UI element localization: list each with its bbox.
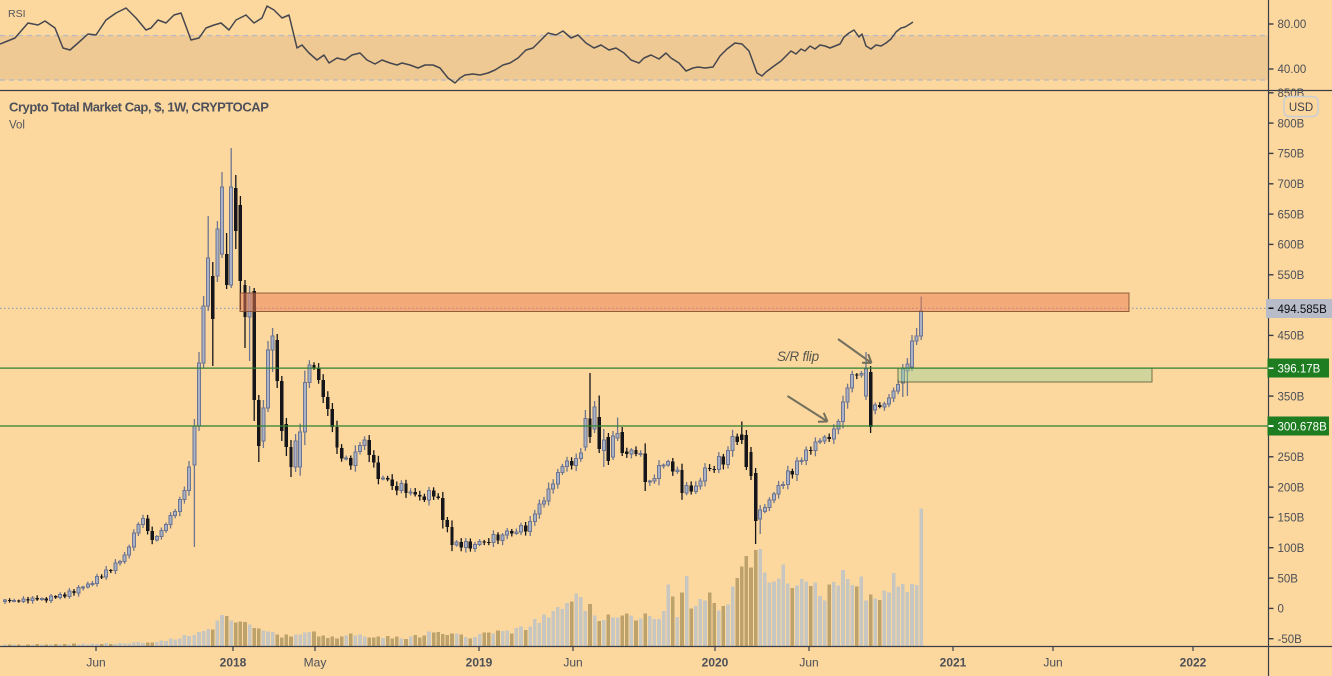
svg-text:2018: 2018: [220, 656, 247, 670]
svg-text:450B: 450B: [1278, 331, 1305, 343]
svg-text:2021: 2021: [940, 656, 967, 670]
svg-text:Jun: Jun: [1043, 656, 1062, 670]
svg-text:Crypto Total Market Cap, $, 1W: Crypto Total Market Cap, $, 1W, CRYPTOCA…: [9, 100, 269, 115]
svg-text:80.00: 80.00: [1278, 19, 1307, 31]
svg-text:Jun: Jun: [86, 656, 105, 670]
svg-text:S/R flip: S/R flip: [777, 349, 820, 364]
svg-text:2020: 2020: [702, 656, 729, 670]
svg-text:700B: 700B: [1278, 179, 1305, 191]
svg-text:200B: 200B: [1278, 482, 1305, 494]
svg-text:50B: 50B: [1278, 573, 1299, 585]
svg-text:396.17B: 396.17B: [1278, 364, 1321, 376]
svg-text:150B: 150B: [1278, 513, 1305, 525]
svg-text:250B: 250B: [1278, 452, 1305, 464]
svg-text:650B: 650B: [1278, 209, 1305, 221]
svg-text:800B: 800B: [1278, 118, 1305, 130]
svg-text:Vol: Vol: [9, 120, 25, 132]
svg-text:350B: 350B: [1278, 391, 1305, 403]
svg-text:550B: 550B: [1278, 270, 1305, 282]
svg-text:300.678B: 300.678B: [1278, 422, 1328, 434]
svg-text:-50B: -50B: [1278, 634, 1303, 646]
svg-text:2022: 2022: [1180, 656, 1207, 670]
svg-text:2019: 2019: [466, 656, 493, 670]
svg-text:USD: USD: [1289, 102, 1313, 114]
svg-text:40.00: 40.00: [1278, 64, 1307, 76]
svg-text:May: May: [304, 656, 327, 670]
svg-text:100B: 100B: [1278, 543, 1305, 555]
svg-text:RSI: RSI: [8, 8, 26, 20]
svg-text:0: 0: [1278, 604, 1284, 616]
svg-text:750B: 750B: [1278, 149, 1305, 161]
svg-text:Jun: Jun: [799, 656, 818, 670]
svg-text:494.585B: 494.585B: [1278, 304, 1328, 316]
svg-text:Jun: Jun: [563, 656, 582, 670]
svg-text:600B: 600B: [1278, 240, 1305, 252]
